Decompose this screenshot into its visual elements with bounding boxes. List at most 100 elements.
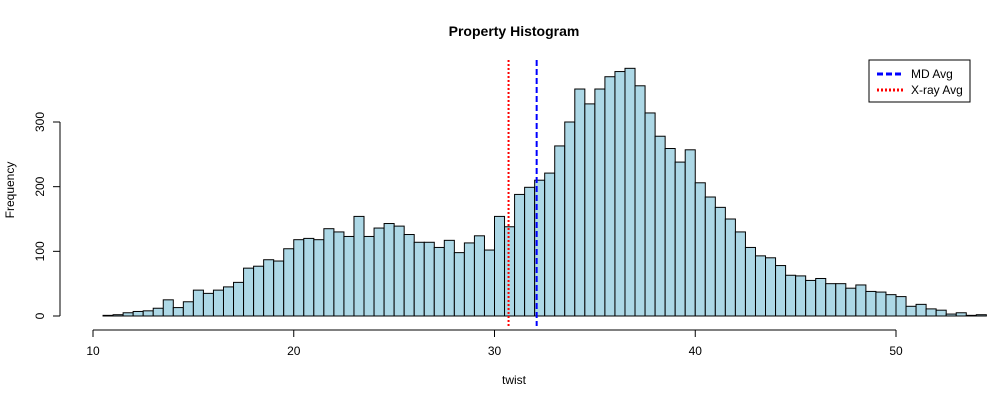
x-axis-label: twist xyxy=(502,373,527,387)
histogram-bar xyxy=(885,294,897,317)
y-tick-label: 0 xyxy=(33,312,47,319)
x-tick-label: 20 xyxy=(287,344,301,358)
histogram-bar xyxy=(453,252,465,317)
histogram-bar xyxy=(805,279,817,317)
histogram-bar xyxy=(795,275,807,317)
histogram-bar xyxy=(122,312,134,317)
x-axis: 10 20 30 40 50 xyxy=(86,329,903,358)
histogram-bar xyxy=(955,312,967,317)
histogram-bar xyxy=(383,223,395,317)
histogram-bar xyxy=(102,314,114,317)
histogram-bar xyxy=(734,231,746,317)
x-tick-label: 10 xyxy=(86,344,100,358)
histogram-bar xyxy=(584,103,596,317)
histogram-bar xyxy=(313,239,325,317)
histogram-bar xyxy=(152,307,164,317)
histogram-bar xyxy=(524,186,536,317)
histogram-bar xyxy=(815,277,827,317)
histogram-bar xyxy=(363,235,375,317)
histogram-bar xyxy=(323,228,335,317)
histogram-bar xyxy=(253,265,265,317)
x-tick-label: 30 xyxy=(488,344,502,358)
histogram-bar xyxy=(945,313,957,317)
histogram-bar xyxy=(724,218,736,317)
histogram-bar xyxy=(714,206,726,317)
histogram-bar xyxy=(433,246,445,317)
histogram-bar xyxy=(574,88,586,317)
histogram-bar xyxy=(142,310,154,317)
histogram-bar xyxy=(243,267,255,317)
average-lines xyxy=(507,60,538,326)
histogram-bar xyxy=(684,149,696,317)
histogram-bar xyxy=(925,308,937,317)
x-tick-label: 50 xyxy=(889,344,903,358)
histogram-bar xyxy=(263,259,275,317)
histogram-bar xyxy=(775,265,787,317)
histogram-bar xyxy=(202,292,214,317)
histogram-bar xyxy=(855,284,867,317)
histogram-bar xyxy=(935,309,947,317)
histogram-bar xyxy=(654,135,666,317)
legend: MD Avg X-ray Avg xyxy=(868,59,971,103)
histogram-bar xyxy=(413,241,425,317)
histogram-bar xyxy=(283,248,295,317)
histogram-bar xyxy=(233,281,245,317)
histogram-bar xyxy=(293,239,305,317)
histogram-bar xyxy=(373,227,385,317)
histogram-bar xyxy=(975,314,987,317)
histogram-bar xyxy=(785,274,797,317)
y-tick-label: 200 xyxy=(33,176,47,196)
histogram-bar xyxy=(403,234,415,317)
histogram-bar xyxy=(564,121,576,317)
histogram-bar xyxy=(965,314,977,317)
histogram-bar xyxy=(765,257,777,317)
histogram-bar xyxy=(674,161,686,317)
y-axis-label: Frequency xyxy=(3,162,17,219)
histogram-bar xyxy=(865,290,877,317)
histogram-bars xyxy=(102,67,987,317)
histogram-bar xyxy=(473,235,485,317)
histogram-bar xyxy=(835,283,847,317)
histogram-bar xyxy=(644,112,656,317)
legend-label: MD Avg xyxy=(911,67,953,81)
histogram-bar xyxy=(624,67,636,317)
histogram-bar xyxy=(222,286,235,317)
histogram-bar xyxy=(704,196,716,317)
histogram-bar xyxy=(604,76,616,317)
histogram-bar xyxy=(915,303,927,317)
histogram-bar xyxy=(212,289,224,317)
histogram-bar xyxy=(182,301,194,317)
histogram-bar xyxy=(172,307,184,317)
histogram-bar xyxy=(614,71,626,317)
histogram-bar xyxy=(754,255,767,317)
histogram-bar xyxy=(333,231,345,317)
chart-title: Property Histogram xyxy=(449,23,580,39)
histogram-bar xyxy=(504,226,516,317)
histogram-bar xyxy=(483,249,495,317)
histogram-bar xyxy=(544,172,556,317)
y-axis: 0 100 200 300 xyxy=(33,112,61,319)
histogram-bar xyxy=(514,193,526,317)
histogram-bar xyxy=(192,289,204,317)
histogram-bar xyxy=(694,182,706,317)
histogram-bar xyxy=(744,246,756,317)
histogram-bar xyxy=(554,145,566,317)
legend-label: X-ray Avg xyxy=(911,83,963,97)
histogram-bar xyxy=(443,239,455,317)
histogram-bar xyxy=(845,287,857,317)
legend-box xyxy=(868,59,971,103)
histogram-bar xyxy=(423,241,435,317)
histogram-bar xyxy=(494,215,506,317)
histogram-bar xyxy=(594,88,606,317)
histogram-bar xyxy=(273,260,285,317)
histogram-bar xyxy=(875,291,887,317)
histogram-bar xyxy=(463,242,475,317)
y-tick-label: 300 xyxy=(33,112,47,132)
histogram-bar xyxy=(905,305,917,317)
histogram-bar xyxy=(112,314,124,317)
histogram-bar xyxy=(895,296,907,317)
histogram-bar xyxy=(664,148,676,317)
histogram-bar xyxy=(132,310,144,317)
histogram-bar xyxy=(825,283,837,317)
